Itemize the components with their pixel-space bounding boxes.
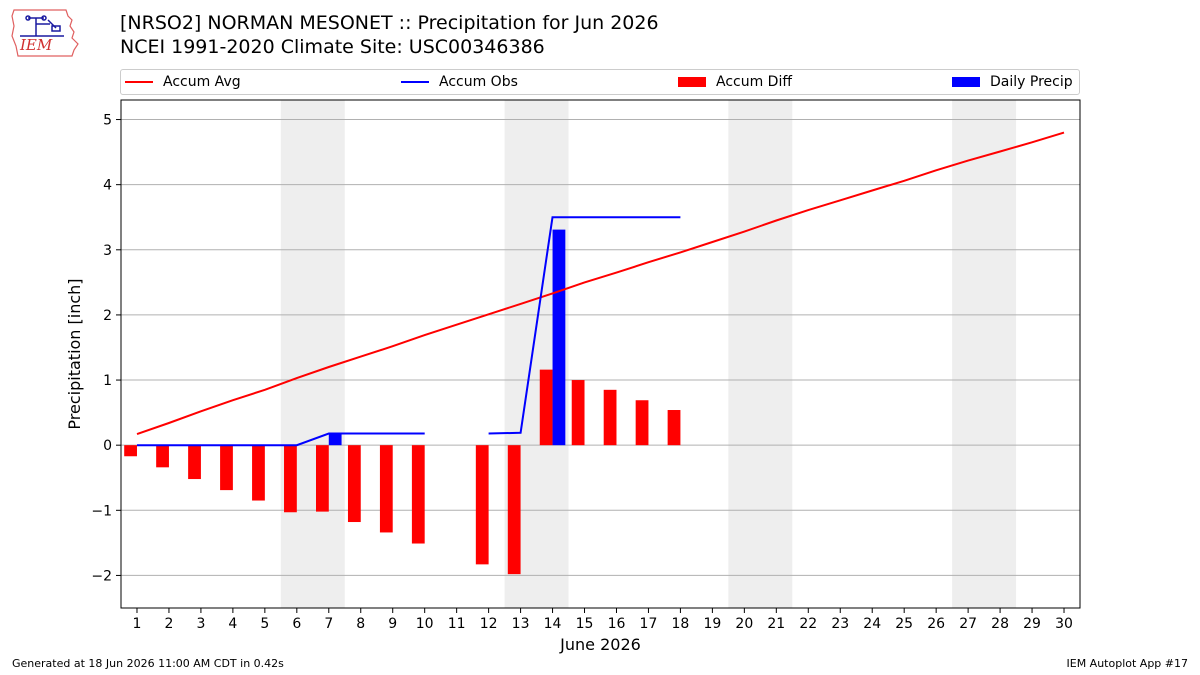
x-tick-label: 29 bbox=[1023, 616, 1041, 632]
x-tick-label: 4 bbox=[228, 616, 237, 632]
x-tick-label: 12 bbox=[480, 616, 498, 632]
y-tick-label: 2 bbox=[103, 308, 112, 324]
x-tick-label: 27 bbox=[959, 616, 977, 632]
x-tick-label: 9 bbox=[388, 616, 397, 632]
legend-item-accum-avg: Accum Avg bbox=[125, 70, 241, 94]
y-tick-label: 1 bbox=[103, 373, 112, 389]
x-tick-label: 30 bbox=[1055, 616, 1073, 632]
weekend-shade bbox=[952, 100, 1017, 608]
x-tick-label: 16 bbox=[608, 616, 626, 632]
accum-diff-bar bbox=[252, 445, 265, 501]
x-tick-label: 20 bbox=[735, 616, 753, 632]
iem-logo: IEM bbox=[8, 6, 80, 58]
legend-swatch-daily-precip bbox=[952, 77, 980, 87]
accum-obs-line bbox=[488, 216, 681, 435]
x-tick-label: 3 bbox=[196, 616, 205, 632]
x-tick-label: 19 bbox=[703, 616, 721, 632]
x-tick-label: 10 bbox=[416, 616, 434, 632]
legend-swatch-accum-diff bbox=[678, 77, 706, 87]
legend-item-accum-diff: Accum Diff bbox=[678, 70, 792, 94]
accum-diff-bar bbox=[347, 445, 361, 523]
accum-diff-bar bbox=[220, 445, 233, 491]
legend-item-daily-precip: Daily Precip bbox=[952, 70, 1073, 94]
x-tick-label: 11 bbox=[448, 616, 466, 632]
plot-frame bbox=[120, 99, 1081, 609]
x-tick-label: 7 bbox=[324, 616, 333, 632]
chart-legend: Accum Avg Accum Obs Accum Diff Daily Pre… bbox=[120, 69, 1080, 95]
legend-label: Accum Avg bbox=[163, 74, 241, 90]
x-tick-label: 25 bbox=[895, 616, 913, 632]
accum-diff-bar bbox=[507, 445, 521, 575]
y-tick-label: 5 bbox=[103, 113, 112, 129]
x-tick-label: 23 bbox=[831, 616, 849, 632]
x-tick-label: 8 bbox=[356, 616, 365, 632]
accum-diff-bar bbox=[667, 410, 681, 446]
accum-diff-bar bbox=[124, 445, 137, 457]
legend-swatch-accum-obs bbox=[401, 81, 429, 83]
x-tick-label: 13 bbox=[512, 616, 530, 632]
legend-label: Accum Obs bbox=[439, 74, 518, 90]
y-tick-label: 4 bbox=[103, 178, 112, 194]
legend-item-accum-obs: Accum Obs bbox=[401, 70, 518, 94]
weekend-shade bbox=[728, 100, 793, 608]
accum-diff-bar bbox=[635, 400, 649, 446]
x-tick-label: 21 bbox=[767, 616, 785, 632]
x-tick-label: 22 bbox=[799, 616, 817, 632]
weekend-shade bbox=[280, 100, 345, 608]
x-tick-label: 1 bbox=[133, 616, 142, 632]
x-tick-label: 28 bbox=[991, 616, 1009, 632]
x-tick-label: 6 bbox=[292, 616, 301, 632]
daily-precip-bar bbox=[552, 229, 566, 446]
x-tick-label: 15 bbox=[576, 616, 594, 632]
accum-diff-bar bbox=[475, 445, 489, 565]
x-tick-label: 26 bbox=[927, 616, 945, 632]
y-axis-label: Precipitation [inch] bbox=[65, 278, 84, 429]
app-credit: IEM Autoplot App #17 bbox=[1066, 657, 1189, 670]
x-tick-label: 14 bbox=[544, 616, 562, 632]
accum-diff-bar bbox=[539, 369, 553, 446]
x-tick-label: 17 bbox=[640, 616, 658, 632]
daily-precip-bar bbox=[328, 433, 342, 446]
y-tick-label: −2 bbox=[91, 568, 112, 584]
accum-diff-bar bbox=[379, 445, 393, 533]
legend-label: Accum Diff bbox=[716, 74, 793, 90]
chart-title: [NRSO2] NORMAN MESONET :: Precipitation … bbox=[120, 12, 659, 34]
x-tick-label: 2 bbox=[164, 616, 173, 632]
x-tick-label: 5 bbox=[260, 616, 269, 632]
accum-diff-bar bbox=[571, 380, 585, 446]
accum-diff-bar bbox=[315, 445, 329, 512]
legend-label: Daily Precip bbox=[990, 74, 1073, 90]
y-tick-label: 0 bbox=[103, 438, 112, 454]
y-tick-label: −1 bbox=[91, 503, 112, 519]
x-axis-label: June 2026 bbox=[559, 635, 641, 654]
accum-diff-bar bbox=[284, 445, 297, 513]
y-tick-label: 3 bbox=[103, 243, 112, 259]
x-tick-label: 18 bbox=[672, 616, 690, 632]
generated-timestamp: Generated at 18 Jun 2026 11:00 AM CDT in… bbox=[12, 657, 284, 670]
accum-diff-bar bbox=[603, 389, 617, 446]
accum-avg-line bbox=[136, 131, 1065, 436]
accum-diff-bar bbox=[156, 445, 169, 468]
svg-text:IEM: IEM bbox=[19, 36, 53, 54]
accum-diff-bar bbox=[188, 445, 201, 480]
accum-diff-bar bbox=[411, 445, 425, 544]
x-tick-label: 24 bbox=[863, 616, 881, 632]
legend-swatch-accum-avg bbox=[125, 81, 153, 83]
accum-obs-line bbox=[137, 432, 425, 447]
chart-subtitle: NCEI 1991-2020 Climate Site: USC00346386 bbox=[120, 36, 545, 58]
